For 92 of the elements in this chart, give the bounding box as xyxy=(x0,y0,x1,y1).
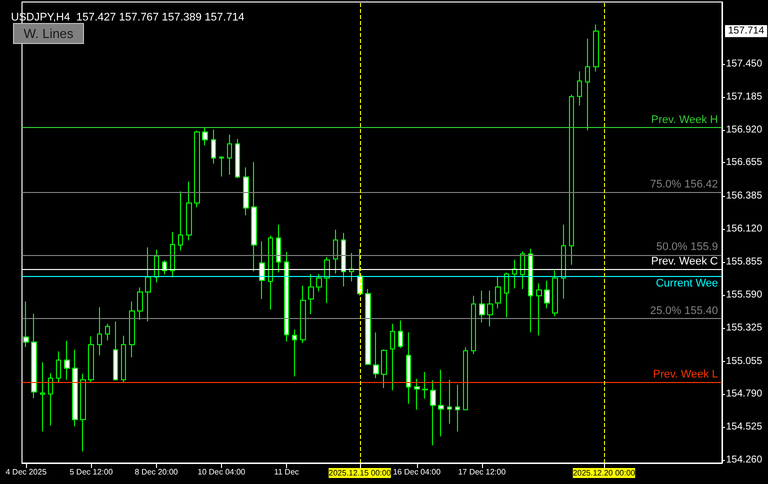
candlestick xyxy=(430,380,436,446)
candlestick xyxy=(593,24,599,72)
candlestick xyxy=(536,282,542,336)
ref-line-label: Prev. Week L xyxy=(652,368,718,381)
ref-line-label: 75.0% 156.42 xyxy=(650,178,718,190)
candlestick xyxy=(463,346,468,411)
candlestick xyxy=(268,235,273,310)
candlestick xyxy=(455,384,460,432)
candlestick xyxy=(504,272,509,318)
candlestick xyxy=(406,332,411,404)
candlestick xyxy=(235,138,240,179)
candlestick xyxy=(88,336,94,384)
y-tick-label: 155.325 xyxy=(726,322,763,334)
candlestick xyxy=(300,285,306,344)
y-tick-label: 156.920 xyxy=(726,124,763,136)
y-tick-label: 156.655 xyxy=(726,157,763,168)
candlestick xyxy=(479,290,485,323)
candlestick xyxy=(170,231,175,278)
y-tick-label: 154.790 xyxy=(726,388,763,400)
candlestick xyxy=(398,320,403,349)
candlestick xyxy=(438,369,444,437)
y-tick-label: 155.055 xyxy=(726,356,763,367)
y-tick-label: 155.590 xyxy=(726,289,763,300)
candlestick xyxy=(561,224,566,300)
text: 157.714 xyxy=(728,26,765,37)
candlestick xyxy=(422,371,428,400)
candlestick xyxy=(137,286,143,320)
ref-line-label: Current Wee xyxy=(656,278,718,290)
candlestick xyxy=(97,306,102,356)
candlestick xyxy=(202,126,208,146)
candlestick xyxy=(471,295,476,354)
ref-line-label: Prev. Week H xyxy=(651,114,718,126)
candlestick xyxy=(569,94,574,266)
ref-line-label: Prev. Week C xyxy=(651,256,718,268)
ref-line-label: 25.0% 155.40 xyxy=(650,304,718,317)
ref-line-label: 50.0% 155.9 xyxy=(656,241,718,254)
candlestick xyxy=(56,350,61,384)
candlestick xyxy=(333,229,338,274)
candlestick xyxy=(512,259,517,289)
candlestick xyxy=(292,329,297,377)
candlestick xyxy=(414,378,420,410)
candlestick xyxy=(72,349,78,427)
y-tick-label: 154.525 xyxy=(726,422,763,433)
candlestick xyxy=(381,349,387,389)
candlestick xyxy=(373,332,379,379)
candlestick xyxy=(121,335,126,383)
x-tick-label: 11 Dec xyxy=(274,468,299,476)
x-tick-label: 10 Dec 04:00 xyxy=(198,468,246,476)
candlestick xyxy=(40,362,45,432)
candlestick xyxy=(178,190,183,251)
candlestick xyxy=(129,300,135,358)
candlestick xyxy=(487,290,493,327)
candlestick xyxy=(520,250,525,290)
candlestick xyxy=(145,246,151,322)
y-tick-label: 156.120 xyxy=(726,224,763,235)
x-tick-label: 4 Dec 2025 xyxy=(6,468,48,476)
candlestick xyxy=(219,156,224,177)
candlestick xyxy=(349,252,354,282)
candlestick xyxy=(308,274,314,315)
candlestick xyxy=(48,372,53,426)
x-tick-label: 2025.12.15 00:00 xyxy=(328,468,392,478)
button: W. Lines xyxy=(13,23,84,44)
candlestick xyxy=(80,373,86,452)
y-tick-label: 154.260 xyxy=(726,454,763,466)
candlestick xyxy=(227,134,232,176)
candlestick xyxy=(577,70,582,106)
y-tick-label: 157.185 xyxy=(726,91,763,102)
y-tick-label: 155.855 xyxy=(726,256,763,268)
candlestick xyxy=(316,274,322,292)
candlestick xyxy=(585,38,590,131)
x-tick-label: 5 Dec 12:00 xyxy=(70,468,114,476)
y-tick-label: 157.450 xyxy=(726,58,763,70)
candlestick xyxy=(194,130,200,208)
candlestick xyxy=(211,129,216,164)
y-tick-label: 156.385 xyxy=(726,190,763,202)
x-tick-label: 2025.12.20 00:00 xyxy=(572,468,636,478)
candlestick xyxy=(154,249,159,283)
candlestick xyxy=(390,323,395,391)
candlestick xyxy=(64,340,70,380)
x-tick-label: 17 Dec 12:00 xyxy=(458,468,506,476)
candlestick xyxy=(552,270,558,317)
candlestick xyxy=(447,379,452,424)
candlestick xyxy=(544,280,550,309)
x-tick-label: 8 Dec 20:00 xyxy=(134,468,178,476)
candlestick xyxy=(495,276,501,309)
candlestick xyxy=(365,288,371,366)
candlestick xyxy=(113,320,118,382)
candlestick xyxy=(186,181,192,241)
candlestick xyxy=(31,313,37,399)
candlestick xyxy=(105,323,110,341)
candlestick xyxy=(243,166,249,216)
x-tick-label: 16 Dec 04:00 xyxy=(392,468,442,476)
